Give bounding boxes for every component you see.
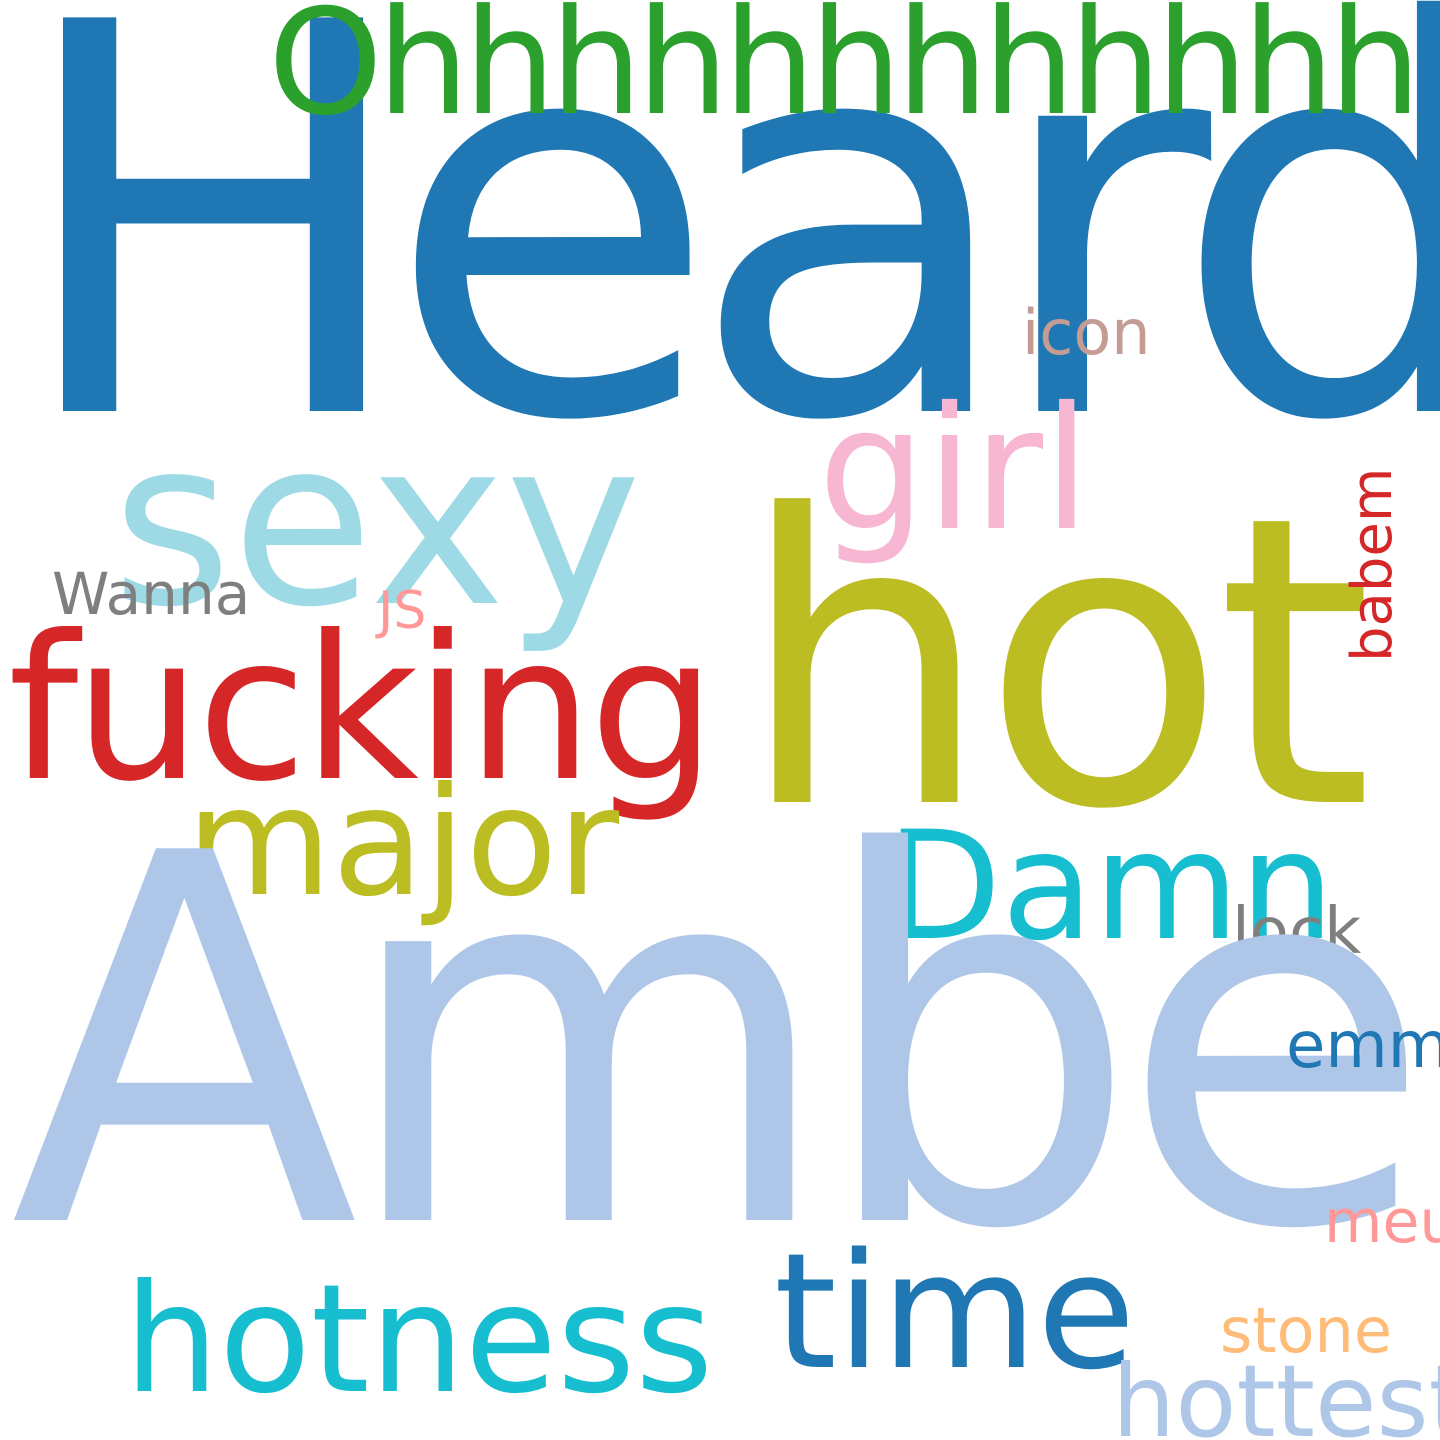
word-girl: girl xyxy=(818,371,1091,569)
word-js: JS xyxy=(378,581,427,641)
word-meu: meu xyxy=(1324,1187,1440,1257)
word-fucking: fucking xyxy=(8,593,716,826)
word-time: time xyxy=(774,1218,1136,1405)
word-babem: babem xyxy=(1340,467,1405,662)
word-sexy: sexy xyxy=(112,391,642,658)
word-ohh: Ohhhhhhhhhhhh xyxy=(268,0,1421,148)
word-hotness: hotness xyxy=(124,1253,714,1427)
word-wanna: Wanna xyxy=(52,560,251,628)
word-damn: Damn xyxy=(886,800,1335,974)
word-hot: hot xyxy=(738,432,1373,897)
word-major: major xyxy=(186,756,620,930)
word-hottest: hottest xyxy=(1112,1343,1440,1440)
word-stone: stone xyxy=(1220,1294,1392,1367)
word-emma: emma xyxy=(1286,1009,1440,1083)
word-amber: Amber xyxy=(10,748,1440,1341)
word-heard: Heard xyxy=(10,0,1440,539)
word-icon: icon xyxy=(1022,296,1151,369)
word-lock: lock xyxy=(1232,895,1362,969)
